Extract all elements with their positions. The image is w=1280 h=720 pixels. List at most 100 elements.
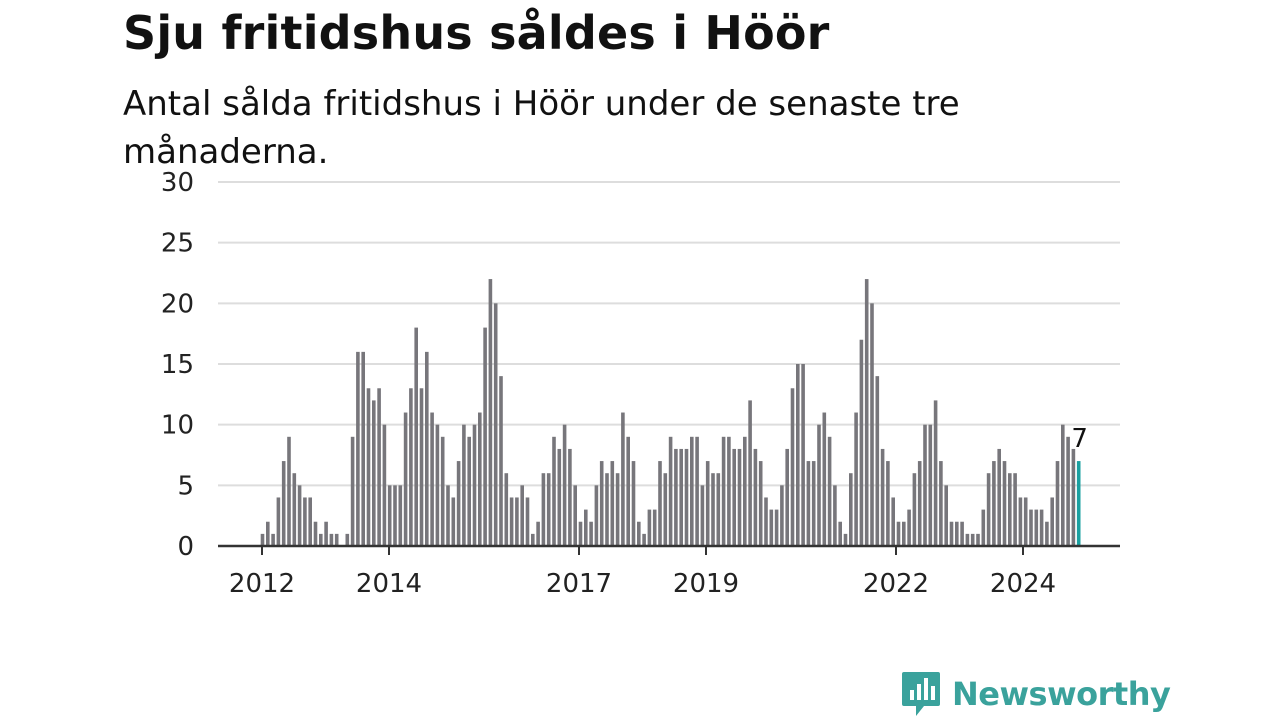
bar — [297, 485, 302, 546]
newsworthy-logo-icon — [902, 672, 940, 716]
bar — [287, 436, 291, 546]
bar — [281, 461, 286, 546]
bar — [674, 448, 678, 546]
bar — [992, 461, 996, 546]
bar — [737, 448, 742, 546]
bar — [843, 533, 848, 546]
bar — [774, 509, 779, 546]
bar — [467, 436, 471, 546]
bar — [859, 339, 864, 546]
bar — [944, 485, 948, 546]
bar — [886, 461, 890, 546]
bar — [472, 424, 477, 546]
bar — [626, 436, 630, 546]
bar — [732, 448, 736, 546]
bar — [780, 485, 784, 546]
bar — [827, 436, 832, 546]
bar — [748, 400, 752, 546]
bar — [923, 424, 927, 546]
bar — [515, 497, 519, 546]
x-tick-label: 2014 — [356, 569, 422, 599]
bar — [456, 461, 461, 546]
bar — [806, 461, 811, 546]
bar — [1045, 521, 1049, 546]
bar — [854, 412, 858, 546]
bar — [334, 533, 339, 546]
bar — [753, 448, 758, 546]
bar — [345, 533, 350, 546]
bar — [377, 388, 381, 546]
bar — [902, 521, 906, 546]
bar — [536, 521, 540, 546]
bar — [409, 388, 413, 546]
bar — [483, 327, 487, 546]
bar — [1050, 497, 1054, 546]
x-tick-label: 2019 — [673, 569, 739, 599]
bar — [435, 424, 440, 546]
bar — [382, 424, 387, 546]
bar — [568, 448, 572, 546]
bar — [610, 461, 615, 546]
bar — [594, 485, 599, 546]
bar — [1034, 509, 1039, 546]
y-tick-label: 5 — [177, 471, 194, 501]
bar — [509, 497, 514, 546]
bar-chart: 0 5 10 15 20 25 30 2012 2014 2017 2019 2022 2024 7 — [161, 168, 1120, 599]
bar — [488, 279, 493, 546]
bar — [361, 351, 365, 546]
bar — [716, 473, 721, 546]
bar — [870, 303, 874, 546]
bar — [1066, 436, 1070, 546]
bar — [668, 436, 673, 546]
bar — [933, 400, 938, 546]
bar — [615, 473, 620, 546]
bar — [1013, 473, 1017, 546]
last-value-label: 7 — [1071, 424, 1088, 454]
bar — [303, 497, 307, 546]
bar — [440, 436, 445, 546]
bar — [599, 461, 604, 546]
bar — [356, 351, 360, 546]
bar — [652, 509, 657, 546]
newsworthy-logo: Newsworthy — [900, 670, 1171, 718]
bar — [801, 364, 805, 546]
bar — [621, 412, 625, 546]
bar — [679, 448, 683, 546]
annotations: 7 — [1071, 424, 1088, 454]
bar — [647, 509, 652, 546]
bar — [562, 424, 567, 546]
y-tick-label: 15 — [161, 350, 194, 380]
bar — [266, 521, 270, 546]
x-axis: 2012 2014 2017 2019 2022 2024 — [218, 544, 1120, 599]
bar — [372, 400, 376, 546]
bar-series — [260, 279, 1081, 546]
bar — [430, 412, 434, 546]
bar — [965, 533, 970, 546]
bar-highlighted — [1076, 461, 1081, 546]
bar — [727, 436, 731, 546]
bar — [880, 448, 885, 546]
bar — [403, 412, 408, 546]
bar — [849, 473, 853, 546]
bar — [478, 412, 482, 546]
bar — [981, 509, 986, 546]
y-tick-label: 25 — [161, 229, 194, 259]
bar — [705, 461, 710, 546]
bar — [398, 485, 403, 546]
bar — [276, 497, 281, 546]
bar — [796, 364, 800, 546]
bar — [833, 485, 837, 546]
bar — [520, 485, 524, 546]
bar — [785, 448, 789, 546]
y-axis-ticks: 0 5 10 15 20 25 30 — [161, 168, 194, 562]
bar — [573, 485, 577, 546]
bar — [743, 436, 747, 546]
bar — [939, 461, 943, 546]
bar — [658, 461, 662, 546]
bar — [955, 521, 959, 546]
bar — [896, 521, 901, 546]
x-tick-label: 2012 — [229, 569, 295, 599]
brand-name: Newsworthy — [952, 675, 1171, 713]
bar — [695, 436, 699, 546]
bar — [1039, 509, 1044, 546]
